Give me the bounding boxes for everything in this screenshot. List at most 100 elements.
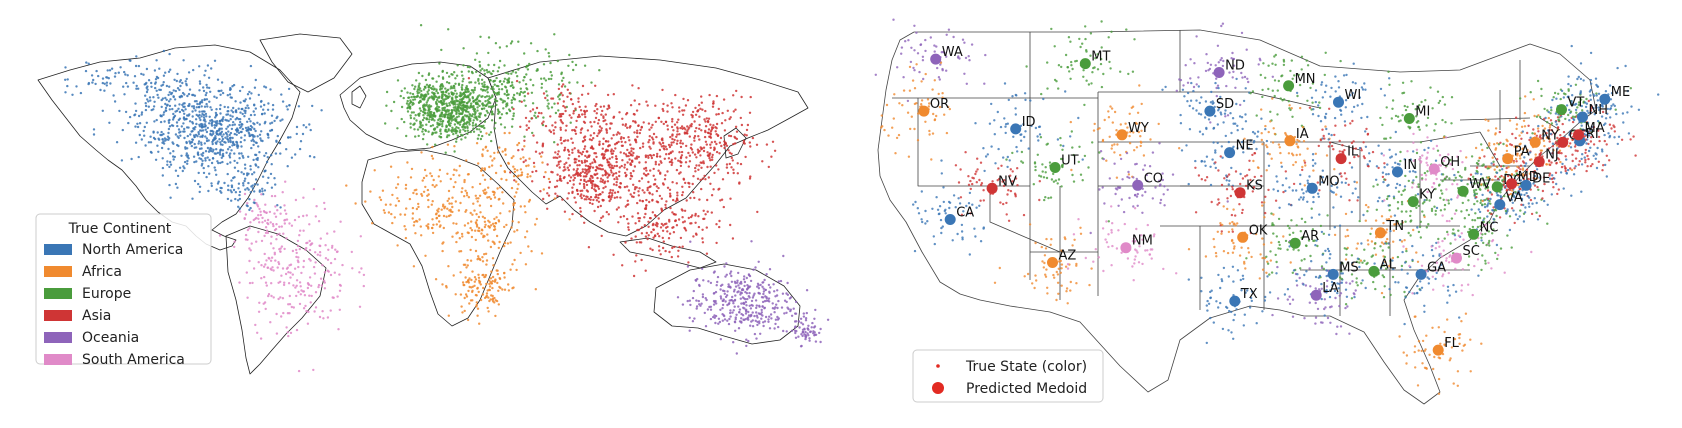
point-asia <box>667 157 671 160</box>
point-south-america <box>276 209 279 212</box>
point-asia <box>547 194 551 197</box>
point-north-america <box>208 122 211 125</box>
point-oceania <box>767 318 770 321</box>
point-mt <box>1046 87 1049 90</box>
point-nv <box>999 201 1002 204</box>
point-north-america <box>180 125 183 128</box>
point-asia <box>705 226 708 229</box>
point-north-america <box>275 116 278 120</box>
point-oceania <box>804 335 807 338</box>
point-africa <box>463 283 466 287</box>
point-oceania <box>712 315 715 319</box>
point-oceania <box>686 265 690 268</box>
point-south-america <box>265 259 268 262</box>
point-north-america <box>134 102 137 105</box>
point-south-america <box>338 289 342 292</box>
point-asia <box>709 146 712 149</box>
point-oceania <box>724 275 727 278</box>
point-ut <box>1070 130 1074 133</box>
point-asia <box>637 155 640 159</box>
point-north-america <box>167 119 170 122</box>
point-oceania <box>729 311 732 315</box>
point-north-america <box>238 157 241 160</box>
point-asia <box>605 131 609 134</box>
point-asia <box>582 194 585 197</box>
point-oceania <box>808 339 811 342</box>
point-europe <box>442 91 445 94</box>
point-europe <box>452 132 455 136</box>
point-asia <box>544 124 548 128</box>
point-south-america <box>335 250 339 254</box>
point-south-america <box>327 270 330 273</box>
point-europe <box>454 96 458 99</box>
point-oceania <box>749 307 753 310</box>
point-north-america <box>174 169 178 172</box>
point-north-america <box>186 159 189 163</box>
point-north-america <box>267 176 270 179</box>
point-north-america <box>215 120 219 123</box>
point-asia <box>646 104 649 107</box>
point-asia <box>715 164 718 167</box>
point-oceania <box>754 266 757 269</box>
point-asia <box>572 174 575 177</box>
point-asia <box>672 231 676 234</box>
point-north-america <box>71 93 74 97</box>
point-asia <box>690 143 693 146</box>
point-africa <box>541 161 544 164</box>
point-asia <box>607 213 610 216</box>
point-asia <box>556 179 559 182</box>
point-asia <box>521 148 524 151</box>
point-asia <box>568 164 571 167</box>
point-asia <box>671 120 674 123</box>
point-oceania <box>726 290 729 293</box>
point-north-america <box>216 160 219 163</box>
point-europe <box>406 99 409 103</box>
point-asia <box>740 95 743 99</box>
point-europe <box>414 114 417 117</box>
point-south-america <box>313 310 316 313</box>
point-south-america <box>339 220 342 223</box>
point-oceania <box>693 317 696 320</box>
point-north-america <box>251 126 254 129</box>
point-europe <box>502 107 505 110</box>
point-north-america <box>184 146 187 149</box>
point-wy <box>1113 143 1116 146</box>
point-oceania <box>747 273 751 277</box>
point-or <box>885 103 889 107</box>
point-north-america <box>243 134 247 137</box>
point-africa <box>481 293 485 296</box>
point-north-america <box>137 155 140 159</box>
point-europe <box>485 95 489 98</box>
point-az <box>1050 238 1053 241</box>
point-oceania <box>721 307 724 310</box>
point-asia <box>664 145 667 148</box>
point-oceania <box>760 296 764 299</box>
point-asia <box>668 145 672 149</box>
point-north-america <box>158 67 161 70</box>
point-asia <box>620 136 623 139</box>
point-africa <box>471 285 474 288</box>
point-asia <box>670 125 674 129</box>
point-europe <box>396 79 400 82</box>
point-az <box>1088 283 1091 287</box>
point-africa <box>454 200 457 203</box>
point-europe <box>470 102 473 105</box>
point-oceania <box>729 285 732 289</box>
point-north-america <box>215 124 218 127</box>
point-africa <box>465 280 468 284</box>
point-ca <box>920 190 923 193</box>
point-asia <box>575 169 578 173</box>
point-africa <box>516 143 519 147</box>
point-europe <box>456 64 459 67</box>
point-asia <box>548 129 551 132</box>
point-europe <box>476 96 479 99</box>
point-north-america <box>136 125 140 129</box>
point-europe <box>553 141 556 144</box>
point-africa <box>482 286 485 290</box>
point-north-america <box>236 146 239 149</box>
point-oceania <box>742 278 746 281</box>
point-europe <box>480 78 484 82</box>
point-north-america <box>196 151 200 154</box>
point-europe <box>437 109 440 112</box>
point-europe <box>461 125 464 129</box>
